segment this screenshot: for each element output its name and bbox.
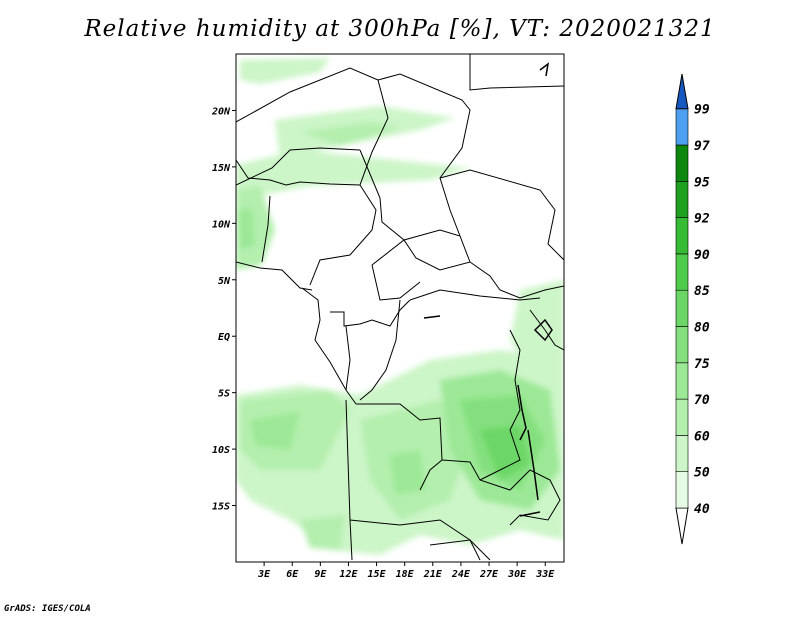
colorbar-label: 40 bbox=[694, 502, 710, 517]
lat-tick-label: 5S bbox=[218, 389, 230, 400]
latitude-axis: 20N 15N 10N 5N EQ 5S 10S 15S bbox=[211, 106, 236, 513]
colorbar-segment bbox=[675, 398, 689, 436]
lon-tick-label: 33E bbox=[535, 569, 555, 580]
colorbar-segment bbox=[675, 435, 689, 472]
lakes bbox=[423, 62, 553, 517]
colorbar-label: 97 bbox=[694, 139, 710, 154]
lon-tick-label: 24E bbox=[451, 569, 471, 580]
colorbar-segment bbox=[675, 326, 689, 364]
lon-tick-label: 30E bbox=[507, 569, 527, 580]
colorbar-segment bbox=[675, 144, 689, 182]
colorbar-label: 99 bbox=[694, 103, 710, 118]
lon-tick-label: 9E bbox=[314, 569, 327, 580]
lon-tick-label: 21E bbox=[423, 569, 443, 580]
humidity-field bbox=[236, 54, 564, 562]
colorbar-segment bbox=[675, 471, 689, 509]
colorbar: 40 50 60 70 75 80 85 90 92 95 97 99 bbox=[675, 73, 710, 545]
colorbar-lower-arrow bbox=[675, 507, 689, 545]
country-borders bbox=[236, 54, 564, 561]
colorbar-label: 85 bbox=[694, 284, 710, 299]
colorbar-segment bbox=[675, 217, 689, 255]
map-title: Relative humidity at 300hPa [%], VT: 202… bbox=[84, 16, 716, 42]
colorbar-segment bbox=[675, 181, 689, 218]
colorbar-upper-arrow bbox=[675, 73, 689, 110]
lon-tick-label: 15E bbox=[368, 569, 387, 580]
colorbar-label: 70 bbox=[694, 393, 710, 408]
colorbar-label: 80 bbox=[694, 321, 710, 336]
longitude-axis: 3E 6E 9E 12E 15E 18E 21E 24E 27E 30E 33E bbox=[257, 562, 555, 580]
lat-tick-label: 15S bbox=[212, 502, 230, 513]
colorbar-segment bbox=[675, 108, 689, 146]
lon-tick-label: 27E bbox=[479, 569, 499, 580]
grads-credit: GrADS: IGES/COLA bbox=[4, 604, 91, 614]
lon-tick-label: 3E bbox=[257, 569, 271, 580]
lat-tick-label: 20N bbox=[211, 106, 231, 117]
colorbar-label: 95 bbox=[694, 175, 710, 190]
lat-tick-label: 5N bbox=[218, 276, 231, 287]
lat-tick-label: 15N bbox=[212, 163, 231, 174]
colorbar-label: 75 bbox=[694, 357, 710, 372]
lat-tick-label: 10N bbox=[212, 219, 231, 230]
colorbar-segment bbox=[675, 253, 689, 291]
lon-tick-label: 12E bbox=[339, 569, 358, 580]
colorbar-segment bbox=[675, 289, 689, 327]
lat-tick-label: 10S bbox=[212, 445, 230, 456]
colorbar-label: 50 bbox=[694, 466, 710, 481]
lon-tick-label: 18E bbox=[396, 569, 415, 580]
colorbar-label: 90 bbox=[694, 248, 710, 263]
colorbar-segment bbox=[675, 362, 689, 400]
lat-tick-label: EQ bbox=[218, 332, 230, 343]
colorbar-label: 60 bbox=[694, 429, 710, 444]
lon-tick-label: 6E bbox=[286, 569, 299, 580]
colorbar-label: 92 bbox=[694, 212, 710, 227]
